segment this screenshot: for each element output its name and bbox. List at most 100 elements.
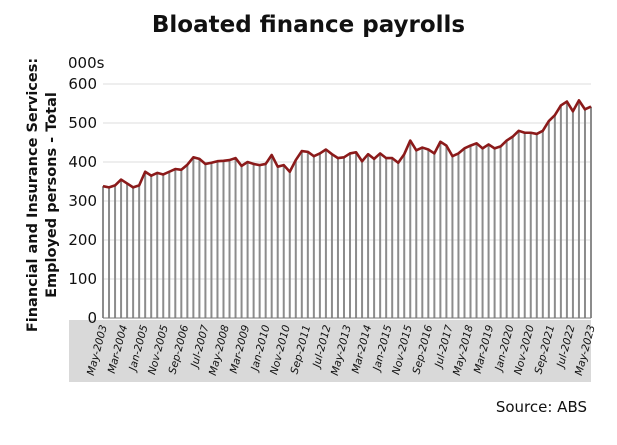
bar [451, 156, 454, 318]
bar [120, 179, 123, 318]
bars [102, 100, 592, 319]
bar [565, 101, 568, 318]
bar [433, 153, 436, 318]
bar [409, 140, 412, 318]
bar [288, 171, 291, 318]
bar [330, 154, 333, 318]
gridlines [103, 83, 591, 280]
bar [457, 153, 460, 318]
bar [379, 153, 382, 318]
bar [222, 160, 225, 318]
bar [198, 158, 201, 318]
bar [403, 154, 406, 318]
bar [499, 146, 502, 318]
bar [535, 133, 538, 318]
bar [342, 157, 345, 318]
bar [294, 160, 297, 318]
bar [156, 172, 159, 318]
chart-title: Bloated finance payrolls [151, 12, 466, 38]
series-line [102, 99, 592, 189]
bar [547, 121, 550, 318]
bar [469, 145, 472, 318]
bar [282, 165, 285, 318]
bar [126, 183, 129, 318]
bar [463, 148, 466, 318]
bar [324, 149, 327, 318]
bar [258, 165, 261, 318]
y-axis-label-line1: Financial and Insurance Services: [25, 58, 41, 332]
bar [210, 162, 213, 318]
bar [168, 171, 171, 318]
y-tick-label: 600 [68, 75, 97, 93]
bar [487, 144, 490, 318]
y-tick-label: 500 [68, 114, 97, 132]
x-axis-label-band [69, 320, 591, 382]
bar [174, 169, 177, 318]
bar [204, 163, 207, 318]
bar [421, 147, 424, 318]
bar [186, 164, 189, 318]
bar [318, 153, 321, 318]
bar [240, 165, 243, 318]
bar [246, 162, 249, 318]
bar [553, 115, 556, 318]
y-unit-label: 000s [68, 54, 105, 72]
bar [415, 150, 418, 318]
bar [481, 148, 484, 318]
bar [427, 149, 430, 318]
bar [541, 130, 544, 318]
bar [138, 185, 141, 318]
bar [529, 132, 532, 318]
source-note: Source: ABS [495, 398, 587, 416]
bar [162, 174, 165, 318]
bar [367, 154, 370, 318]
bar [439, 141, 442, 318]
bar [300, 151, 303, 318]
bar [252, 163, 255, 318]
bar [228, 160, 231, 318]
bar [583, 109, 586, 318]
bar [355, 152, 358, 318]
bar [397, 162, 400, 318]
bar [349, 153, 352, 318]
y-tick-label: 300 [68, 192, 97, 210]
y-tick-labels: 0 100 200 300 400 500 600 [68, 75, 97, 327]
bar [445, 145, 448, 318]
bar [216, 161, 219, 318]
y-tick-label: 100 [68, 270, 97, 288]
bar [306, 151, 309, 318]
bar [475, 143, 478, 318]
bar [180, 169, 183, 318]
bar [150, 175, 153, 318]
bar [391, 158, 394, 318]
y-tick-label: 0 [87, 309, 97, 327]
bar [192, 157, 195, 318]
bar [276, 166, 279, 318]
bar [132, 187, 135, 318]
bar [108, 187, 111, 318]
bar [373, 158, 376, 318]
bar [264, 163, 267, 318]
bar [336, 158, 339, 318]
y-axis-label-line2: Employed persons - Total [44, 92, 60, 298]
bar [312, 156, 315, 318]
bar [114, 185, 117, 318]
bar [559, 105, 562, 318]
bar [511, 136, 514, 318]
bar [493, 148, 496, 318]
bar [385, 158, 388, 318]
bar [517, 130, 520, 318]
bar [505, 140, 508, 318]
bar [144, 171, 147, 318]
bar [361, 161, 364, 318]
bar [523, 132, 526, 318]
y-tick-label: 400 [68, 153, 97, 171]
bar [571, 111, 574, 318]
bar [102, 186, 104, 318]
bar [577, 100, 580, 318]
bar [270, 154, 273, 318]
bar [590, 106, 592, 319]
bar [234, 158, 237, 318]
y-tick-label: 200 [68, 231, 97, 249]
